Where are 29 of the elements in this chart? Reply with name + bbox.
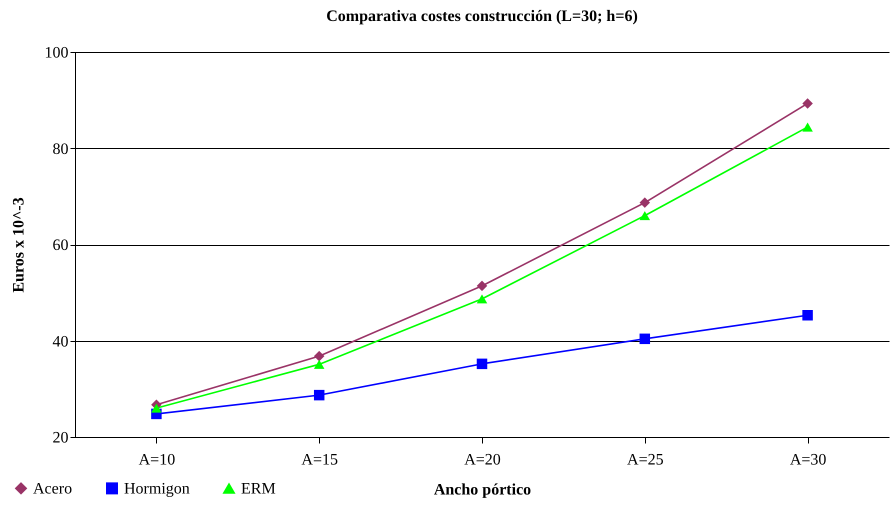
y-tick-label: 80 <box>52 140 68 158</box>
x-tick-label: A=30 <box>790 452 826 468</box>
y-tick-label: 100 <box>44 44 68 62</box>
point <box>640 197 650 208</box>
x-tick-label: A=10 <box>138 452 176 468</box>
legend-label: Acero <box>33 480 72 498</box>
point <box>802 310 813 320</box>
y-tick-label: 20 <box>52 430 68 446</box>
point <box>476 280 488 292</box>
chart-title: Comparativa costes construcción (L=30; h=6) <box>326 8 638 25</box>
point <box>640 334 650 344</box>
legend-label: Hormigon <box>124 480 190 498</box>
x-tick-label: A=25 <box>627 452 664 468</box>
point <box>314 350 324 362</box>
y-tick-label: 40 <box>52 333 68 350</box>
y-axis-title: Euros x 10^-3 <box>10 197 28 293</box>
x-tick-label: A=20 <box>464 452 501 468</box>
point <box>802 122 813 132</box>
point <box>151 404 162 413</box>
x-tick-label: A=15 <box>301 452 338 468</box>
point <box>640 211 650 220</box>
point <box>314 390 324 400</box>
point <box>802 98 813 109</box>
x-axis-title: Ancho pórtico <box>434 482 532 498</box>
legend-label: ERM <box>241 480 276 498</box>
point <box>476 294 488 304</box>
point <box>476 358 488 370</box>
point <box>314 360 324 369</box>
y-tick-label: 60 <box>52 237 68 254</box>
